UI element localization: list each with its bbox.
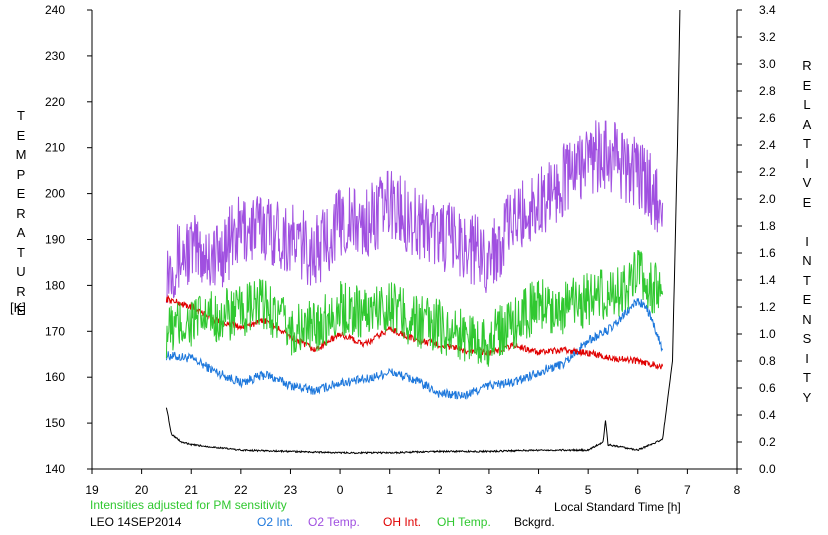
right-tick-label: 0.4 <box>759 408 776 422</box>
left-label-char: U <box>16 264 26 279</box>
legend-oh-temp: OH Temp. <box>437 515 491 529</box>
left-label-char: R <box>16 205 26 221</box>
left-tick-label: 190 <box>45 233 65 247</box>
right-label-char: I <box>805 350 809 366</box>
right-label-char: E <box>802 194 812 210</box>
right-label-char: I <box>805 233 809 249</box>
series-layer <box>165 9 681 455</box>
pm-note: Intensities adjusted for PM sensitivity <box>90 498 287 512</box>
right-label-char: V <box>802 175 812 190</box>
legend-o2-int: O2 Int. <box>257 515 294 529</box>
station-date: LEO 14SEP2014 <box>90 515 182 529</box>
left-label-char: P <box>16 166 26 182</box>
left-tick-label: 200 <box>45 187 65 201</box>
x-tick-label: 8 <box>734 483 741 497</box>
right-tick-label: 1.6 <box>759 246 776 260</box>
x-tick-label: 1 <box>386 483 393 497</box>
right-tick-label: 2.0 <box>759 192 776 206</box>
right-tick-label: 0.0 <box>759 462 776 476</box>
right-label-char: Y <box>802 389 812 405</box>
series-bckgrd <box>165 9 681 455</box>
right-tick-label: 2.4 <box>759 138 776 152</box>
right-tick-label: 0.6 <box>759 381 776 395</box>
left-label-char: M <box>15 147 27 162</box>
series-oh-temp <box>165 250 664 367</box>
right-label-char: T <box>803 272 811 288</box>
left-tick-label: 240 <box>45 3 65 17</box>
x-tick-label: 22 <box>234 483 248 497</box>
right-label-char: T <box>803 370 811 385</box>
right-tick-label: 2.2 <box>759 165 776 179</box>
right-tick-label: 3.4 <box>759 3 776 17</box>
x-tick-label: 2 <box>436 483 443 497</box>
left-tick-label: 180 <box>45 278 65 292</box>
right-tick-label: 2.8 <box>759 84 776 98</box>
right-tick-label: 2.6 <box>759 111 776 125</box>
left-axis-unit: [K] <box>10 300 26 315</box>
x-axis-label: Local Standard Time [h] <box>554 500 681 514</box>
left-label-char: R <box>16 283 26 299</box>
x-tick-label: 6 <box>634 483 641 497</box>
x-tick-label: 5 <box>585 483 592 497</box>
right-label-char: N <box>802 253 812 268</box>
right-label-char: R <box>802 58 812 73</box>
left-label-char: E <box>16 186 26 201</box>
right-label-char: E <box>802 77 812 93</box>
right-tick-label: 1.8 <box>759 219 776 233</box>
x-tick-label: 21 <box>185 483 199 497</box>
legend-bckgrd: Bckgrd. <box>514 515 555 529</box>
x-tick-label: 0 <box>337 483 344 497</box>
right-tick-label: 0.8 <box>759 354 776 368</box>
left-tick-label: 210 <box>45 141 65 155</box>
left-tick-label: 140 <box>45 462 65 476</box>
right-tick-label: 1.2 <box>759 300 776 314</box>
left-axis-ticks: 140 150 160 170 180 190 200 210 220 230 240 <box>45 3 92 476</box>
legend-oh-int: OH Int. <box>383 515 422 529</box>
series-o2-temp <box>165 120 664 304</box>
right-tick-label: 0.2 <box>759 435 776 449</box>
right-tick-label: 3.0 <box>759 57 776 71</box>
right-label-char: N <box>802 311 812 327</box>
x-tick-label: 19 <box>85 483 99 497</box>
left-label-char: T <box>17 244 25 260</box>
right-label-char: I <box>805 155 809 171</box>
series-o2-int <box>165 298 664 400</box>
right-axis-ticks: 0.0 0.2 0.4 0.6 0.8 1.0 1.2 1.4 1.6 1.8 2.0 2.2 2.4 2… <box>737 3 776 476</box>
x-tick-label: 4 <box>535 483 542 497</box>
left-tick-label: 230 <box>45 49 65 63</box>
right-tick-label: 3.2 <box>759 30 776 44</box>
x-tick-label: 20 <box>135 483 149 497</box>
left-tick-label: 220 <box>45 95 65 109</box>
left-tick-label: 150 <box>45 416 65 430</box>
left-tick-label: 160 <box>45 370 65 384</box>
left-label-char: T <box>17 108 25 123</box>
left-label-char: E <box>16 303 26 318</box>
left-label-char: A <box>16 225 26 240</box>
right-tick-label: 1.0 <box>759 327 776 341</box>
right-label-char: A <box>802 116 812 132</box>
right-label-char: L <box>803 97 811 112</box>
x-tick-label: 7 <box>684 483 691 497</box>
x-tick-label: 3 <box>486 483 493 497</box>
right-label-char: S <box>802 331 812 346</box>
series-oh-int <box>165 294 664 370</box>
legend-o2-temp: O2 Temp. <box>308 515 360 529</box>
x-axis-ticks: 19 20 21 22 23 0 1 2 3 4 5 6 7 8 <box>85 469 741 497</box>
x-tick-label: 23 <box>284 483 298 497</box>
right-label-char: E <box>802 292 812 307</box>
left-tick-label: 170 <box>45 324 65 338</box>
right-tick-label: 1.4 <box>759 273 776 287</box>
right-label-char: T <box>803 136 811 151</box>
left-label-char: E <box>16 127 26 143</box>
